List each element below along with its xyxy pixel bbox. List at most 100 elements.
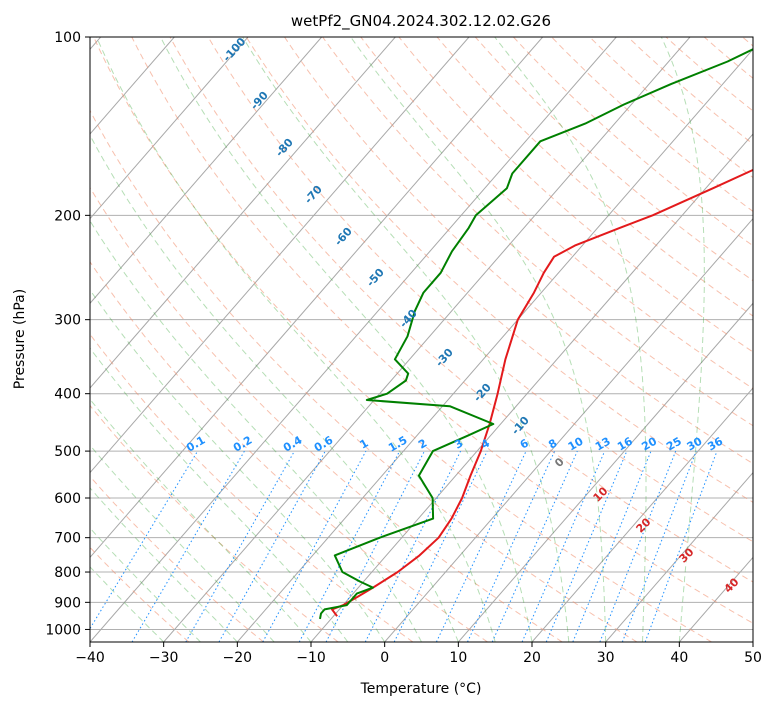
x-tick-label: −40 — [75, 650, 105, 666]
x-tick-label: −20 — [223, 650, 253, 666]
dry-adiabat-line — [131, 37, 753, 624]
isotherm-line — [531, 387, 753, 642]
isotherm-line — [90, 37, 323, 305]
dry-adiabat-line — [436, 37, 753, 317]
y-tick-label: 300 — [54, 313, 81, 329]
mixing-ratio-line — [90, 450, 199, 630]
moist-adiabat-line — [660, 37, 705, 642]
dry-adiabat-label: -60 — [332, 225, 355, 249]
moist-adiabat-line — [96, 37, 496, 642]
mixing-ratio-line — [185, 450, 295, 642]
dry-adiabat-label: -30 — [433, 346, 456, 370]
isotherm-line — [605, 471, 753, 642]
isotherm-line — [90, 37, 396, 389]
dry-adiabat-line — [90, 109, 638, 642]
mixing-ratio-line — [218, 450, 326, 642]
x-axis: −40 −30 −20 −10 0 10 20 30 40 50 — [75, 642, 762, 666]
x-tick-label: −10 — [296, 650, 326, 666]
x-tick-label: 20 — [523, 650, 541, 666]
moist-adiabat-label: 20 — [634, 515, 654, 535]
dry-adiabat-label: -80 — [273, 136, 296, 160]
dry-adiabat-line — [93, 37, 712, 642]
dry-adiabat-line — [742, 37, 753, 47]
isotherm-line — [678, 556, 753, 642]
mixing-ratio-line — [467, 450, 556, 642]
dry-adiabat-line — [90, 186, 563, 642]
dry-adiabat-line — [398, 37, 753, 353]
dry-adiabat-label: -90 — [248, 89, 271, 113]
isotherm-line — [90, 37, 544, 559]
isotherm-line — [384, 217, 753, 642]
mixing-ratio-line — [572, 450, 652, 642]
dry-adiabat-line — [90, 404, 339, 642]
y-tick-label: 100 — [54, 30, 81, 46]
x-tick-label: 30 — [597, 650, 615, 666]
y-axis-label: Pressure (hPa) — [12, 289, 28, 389]
x-tick-label: 10 — [449, 650, 467, 666]
dry-adiabat-line — [90, 333, 414, 642]
x-tick-label: 0 — [380, 650, 389, 666]
line-labels-layer: -100-90-80-70-60-50-40-30-20-100.1 0.2 0.4… — [184, 35, 742, 596]
isotherm-line — [457, 302, 753, 642]
mixing-ratio-label: 2 — [416, 437, 429, 452]
y-tick-label: 700 — [54, 531, 81, 547]
moist-adiabat-line — [90, 487, 238, 642]
isotherm-line — [90, 37, 470, 474]
moist-adiabat-line — [494, 37, 647, 642]
isotherm-line — [310, 133, 753, 642]
dry-adiabat-line — [474, 37, 753, 282]
y-tick-label: 500 — [54, 444, 81, 460]
mixing-ratio-line — [435, 450, 527, 642]
mixing-ratio-label: 3 — [452, 437, 465, 452]
plot-frame — [89, 36, 754, 643]
chart-title: wetPf2_GN04.2024.302.12.02.G26 — [291, 12, 551, 31]
y-tick-label: 900 — [54, 595, 81, 611]
y-axis: 100 200 300 400 500 600 700 800 900 1000 — [45, 30, 90, 638]
dry-adiabat-line — [90, 475, 264, 642]
x-tick-label: 50 — [744, 650, 762, 666]
dry-adiabat-label: -100 — [220, 35, 248, 64]
dry-adiabat-label: -50 — [364, 266, 387, 290]
mixing-ratio-line — [545, 450, 628, 642]
mixing-ratio-line — [131, 450, 245, 642]
y-tick-label: 1000 — [45, 622, 81, 638]
dry-adiabat-line — [245, 37, 753, 503]
x-tick-label: 40 — [670, 650, 688, 666]
moist-adiabat-line — [242, 37, 570, 642]
isotherm-line — [163, 37, 691, 642]
dry-adiabat-label: -70 — [302, 183, 325, 207]
moist-adiabat-line — [90, 527, 201, 642]
mixing-ratio-line — [491, 450, 578, 642]
mixing-ratio-line — [393, 450, 488, 642]
temperature-series-line — [331, 168, 753, 617]
isotherm-line — [236, 48, 753, 642]
y-tick-label: 400 — [54, 387, 81, 403]
dry-adiabat-line — [169, 37, 753, 583]
moist-adiabat-line — [90, 134, 459, 642]
y-tick-label: 200 — [54, 208, 81, 224]
dry-adiabat-line — [513, 37, 753, 247]
isotherm-line — [90, 37, 249, 220]
mixing-ratio-line — [521, 450, 606, 642]
dry-adiabat-line — [90, 260, 488, 642]
dry-adiabat-line — [703, 37, 753, 79]
moist-adiabat-line — [90, 347, 349, 642]
dry-adiabat-line — [551, 37, 753, 212]
moist-adiabat-line — [90, 444, 275, 642]
moist-adiabat-line — [90, 289, 386, 642]
y-tick-label: 800 — [54, 565, 81, 581]
dewpoint-series-line — [319, 48, 753, 620]
moist-adiabat-line — [90, 398, 312, 642]
mixing-ratio-line — [262, 450, 367, 642]
isotherm-line — [90, 37, 617, 642]
moist-adiabat-line — [160, 37, 533, 642]
grid-layer — [90, 37, 753, 642]
series-layer — [319, 48, 753, 620]
dry-adiabat-line — [207, 37, 753, 543]
y-tick-label: 600 — [54, 491, 81, 507]
isotherm-line — [752, 641, 753, 642]
moist-adiabat-label: 30 — [677, 545, 697, 565]
mixing-ratio-lines — [90, 450, 718, 642]
dry-adiabat-label: -40 — [397, 307, 420, 331]
